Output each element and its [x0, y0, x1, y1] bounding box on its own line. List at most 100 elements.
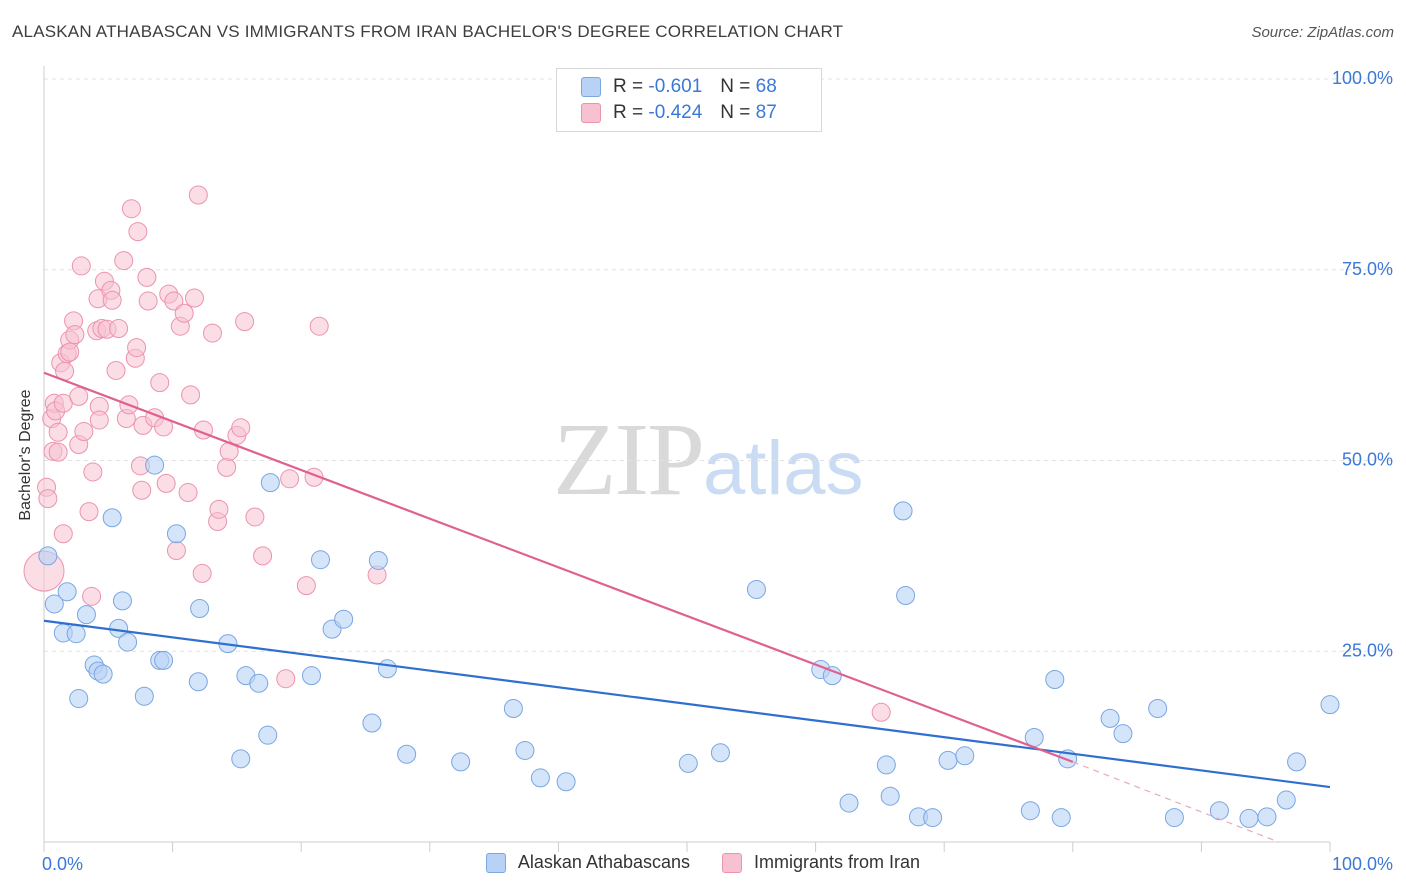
- athabascan-point: [896, 586, 916, 606]
- athabascan-point: [118, 632, 138, 652]
- iran-point: [38, 489, 58, 509]
- y-tick-label: 50.0%: [1342, 450, 1393, 470]
- athabascan-point: [530, 768, 550, 788]
- chart-title: ALASKAN ATHABASCAN VS IMMIGRANTS FROM IR…: [12, 22, 844, 41]
- athabascan-point: [76, 605, 96, 625]
- athabascan-point: [57, 582, 77, 602]
- athabascan-point: [310, 550, 330, 570]
- athabascan-point: [231, 749, 251, 769]
- legend-label: Alaskan Athabascans: [517, 852, 691, 872]
- iran-point: [235, 312, 255, 332]
- source-label: Source: ZipAtlas.com: [1251, 24, 1394, 41]
- watermark-zip: ZIP: [553, 402, 705, 517]
- blue-swatch: [485, 852, 506, 873]
- athabascan-point: [69, 689, 89, 709]
- iran-point: [253, 546, 273, 566]
- athabascan-point: [710, 743, 730, 763]
- iran-point: [53, 524, 73, 544]
- athabascan-trendline: [43, 619, 1331, 789]
- y-tick-label: 100.0%: [1332, 68, 1393, 88]
- iran-point: [83, 462, 103, 482]
- athabascan-point: [1045, 669, 1065, 689]
- athabascan-point: [397, 744, 417, 764]
- iran-point: [102, 290, 122, 310]
- athabascan-point: [1148, 698, 1168, 718]
- iran-point: [89, 410, 109, 430]
- athabascan-point: [38, 546, 58, 566]
- iran-point: [60, 342, 80, 362]
- iran-point: [276, 669, 296, 689]
- athabascan-point: [377, 659, 397, 679]
- iran-point: [114, 251, 134, 271]
- iran-point: [296, 576, 316, 596]
- legend-item-athabascans: Alaskan Athabascans: [485, 852, 691, 873]
- iran-point: [202, 323, 222, 343]
- athabascan-point: [1276, 790, 1296, 810]
- n-value: 68: [755, 76, 777, 97]
- iran-point: [156, 473, 176, 493]
- iran-point: [192, 563, 212, 583]
- stats-legend: R = -0.601 N = 68 R = -0.424 N = 87: [556, 68, 822, 132]
- athabascan-point: [66, 624, 86, 644]
- athabascan-point: [154, 650, 174, 670]
- y-tick-label: 75.0%: [1342, 259, 1393, 279]
- iran-point: [280, 469, 300, 489]
- athabascan-point: [44, 594, 64, 614]
- athabascan-point: [1051, 808, 1071, 828]
- iran-point: [138, 291, 158, 311]
- blue-swatch: [581, 77, 601, 97]
- iran-point: [121, 199, 141, 219]
- athabascan-point: [893, 501, 913, 521]
- iran-point: [71, 256, 91, 276]
- athabascan-point: [334, 609, 354, 629]
- series-legend: Alaskan Athabascans Immigrants from Iran: [0, 852, 1406, 873]
- athabascan-point: [249, 673, 269, 693]
- iran-point: [178, 483, 198, 503]
- iran-point: [137, 267, 157, 287]
- iran-point: [231, 418, 251, 438]
- legend-label: Immigrants from Iran: [754, 852, 921, 872]
- athabascan-point: [515, 740, 535, 760]
- athabascan-point: [1020, 801, 1040, 821]
- iran-point: [150, 373, 170, 393]
- iran-point: [128, 222, 148, 242]
- iran-point: [79, 502, 99, 522]
- stats-row-blue: R = -0.601 N = 68: [581, 75, 777, 99]
- y-tick-label: 25.0%: [1342, 640, 1393, 660]
- athabascan-point: [678, 753, 698, 773]
- athabascan-point: [503, 698, 523, 718]
- iran-point: [109, 319, 129, 339]
- athabascan-point: [145, 455, 165, 475]
- athabascan-point: [102, 508, 122, 528]
- athabascan-point: [746, 579, 766, 599]
- iran-point: [65, 325, 85, 345]
- iran-point: [166, 541, 186, 561]
- n-value: 87: [755, 102, 777, 123]
- iran-point: [82, 586, 102, 606]
- iran-point: [74, 422, 94, 442]
- r-value: -0.424: [648, 102, 703, 123]
- athabascan-point: [368, 550, 388, 570]
- x-tick-label: 100.0%: [1332, 854, 1393, 874]
- stats-row-pink: R = -0.424 N = 87: [581, 101, 777, 125]
- iran-point: [184, 288, 204, 308]
- iran-point: [245, 507, 265, 527]
- athabascan-point: [1164, 808, 1184, 828]
- n-label: N =: [720, 76, 751, 97]
- athabascan-point: [923, 808, 943, 828]
- iran-point: [48, 422, 68, 442]
- athabascan-point: [1239, 808, 1259, 828]
- athabascan-point: [822, 666, 842, 686]
- iran-point: [871, 702, 891, 722]
- x-tick-label: 0.0%: [42, 854, 83, 874]
- athabascan-point: [955, 746, 975, 766]
- athabascan-point: [188, 672, 208, 692]
- athabascan-point: [112, 591, 132, 611]
- iran-point: [69, 386, 89, 406]
- athabascan-point: [1257, 807, 1277, 827]
- athabascan-point: [1100, 708, 1120, 728]
- iran-point: [132, 480, 152, 500]
- r-label: R =: [613, 102, 644, 123]
- iran-point: [188, 185, 208, 205]
